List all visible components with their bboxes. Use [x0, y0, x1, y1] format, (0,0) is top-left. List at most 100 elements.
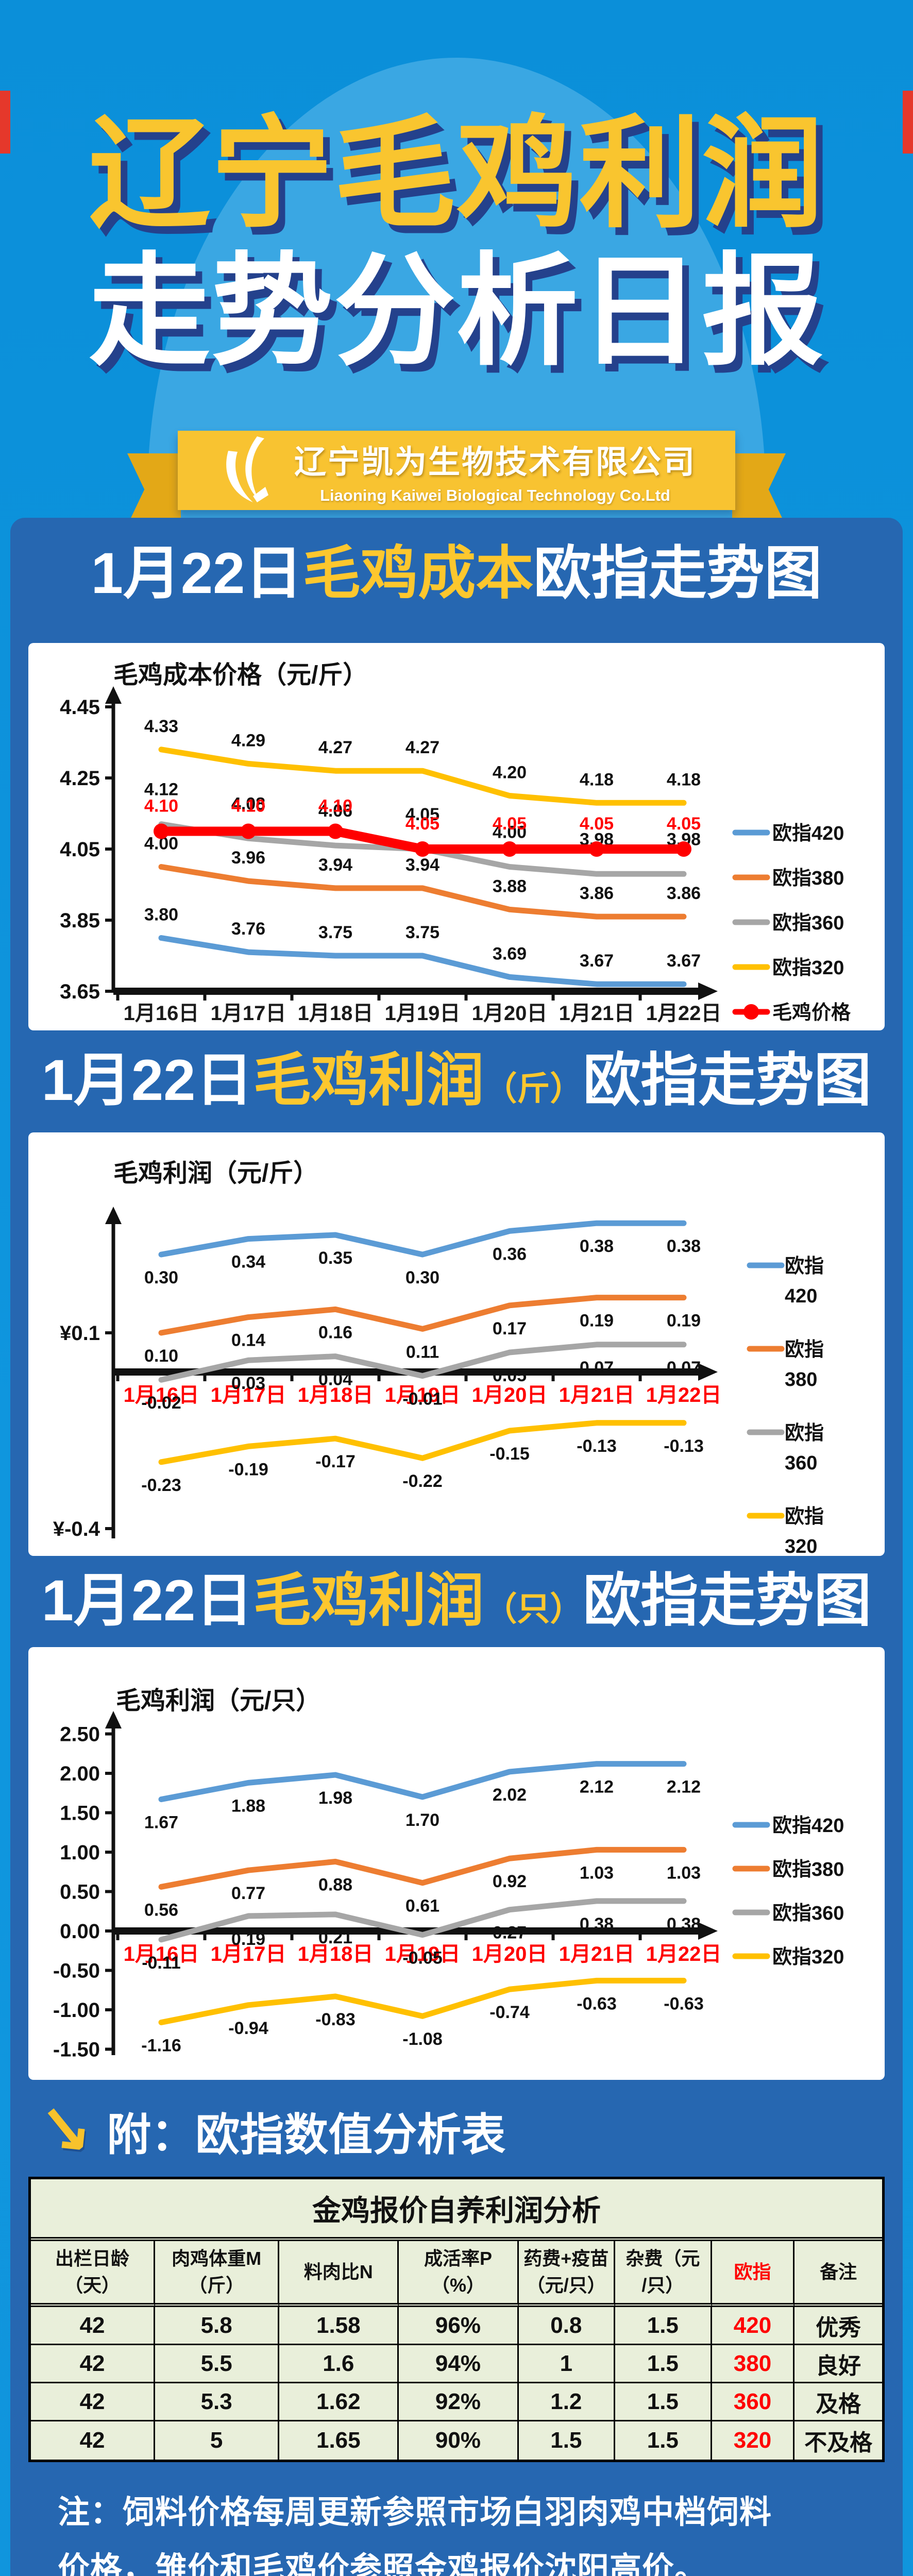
legend-label: 毛鸡价格: [772, 1002, 851, 1024]
point-label: 3.86: [580, 884, 614, 903]
table-cell: 1.5: [615, 2345, 712, 2384]
table-cell: 良好: [794, 2345, 882, 2384]
point-label: -0.05: [402, 1948, 443, 1968]
point-label: 0.61: [405, 1896, 439, 1916]
point-label: 0.19: [231, 1929, 265, 1949]
x-date-label: 1月21日: [559, 1002, 635, 1025]
table-cell: 1.5: [615, 2421, 712, 2460]
point-label: -0.01: [402, 1389, 443, 1409]
table-cell: 380: [712, 2345, 795, 2384]
cost-line-chart: 毛鸡成本价格（元/斤） 4.45 4.25 4.05 3.85 3.65 1月16日 1月17…: [60, 662, 851, 1025]
chart-title: 毛鸡利润（元/斤）: [113, 1160, 318, 1187]
legend-label: 320: [785, 1536, 817, 1556]
point-label: 4.27: [318, 738, 352, 757]
point-label: 1.03: [580, 1863, 614, 1883]
point-label: 0.30: [405, 1268, 439, 1287]
y-axis-arrow: [105, 1711, 122, 1728]
y-tick-label: ¥-0.4: [53, 1518, 100, 1540]
legend-label: 欧指360: [772, 912, 844, 934]
series-marker: [415, 841, 430, 857]
section-header-part: （斤）: [484, 1070, 583, 1107]
legend-label: 欧指380: [772, 1859, 844, 1880]
section-header-part: 欧指走势图: [583, 1048, 872, 1112]
point-label: 0.56: [144, 1900, 178, 1920]
point-label: 0.30: [144, 1268, 178, 1287]
point-label: 0.35: [318, 1248, 352, 1268]
profit-per-jin-chart-card: 毛鸡利润（元/斤） ¥0.1 ¥-0.4 1月16日 1月17日 1月18日 1月19日 1月…: [28, 1132, 885, 1556]
table-cell: 1.58: [279, 2307, 399, 2346]
table-cell: 42: [31, 2383, 156, 2422]
table-cell: 1.2: [518, 2383, 616, 2422]
point-label: 0.11: [406, 1342, 439, 1362]
table-cell: 优秀: [794, 2307, 882, 2346]
table-header-cell: 肉鸡体重M （斤）: [155, 2241, 280, 2308]
section-header-part: 毛鸡利润: [253, 1048, 484, 1112]
section-header-part: 毛鸡利润: [253, 1568, 484, 1633]
point-label: 0.14: [231, 1331, 265, 1350]
point-label: 1.98: [318, 1788, 352, 1808]
point-label: 3.80: [144, 905, 178, 925]
table-header-cell: 出栏日龄 （天）: [31, 2241, 156, 2308]
profit-per-jin-line-chart: 毛鸡利润（元/斤） ¥0.1 ¥-0.4 1月16日 1月17日 1月18日 1月19日 1月…: [53, 1160, 824, 1556]
point-label: 3.75: [318, 923, 352, 942]
point-label: -0.23: [141, 1476, 181, 1495]
series-marker: [154, 823, 169, 839]
legend-label: 欧指420: [772, 823, 844, 844]
point-label: 4.10: [144, 796, 178, 816]
y-tick-label: 0.50: [60, 1881, 100, 1904]
y-tick-label: 0.00: [60, 1920, 100, 1943]
table-cell: 1.5: [615, 2383, 712, 2422]
point-label: 3.94: [318, 855, 352, 875]
table-header-cell: 成活率P （%）: [399, 2241, 519, 2308]
analysis-section-header: ↘ 附：欧指数值分析表: [33, 2090, 505, 2170]
point-label: -0.74: [489, 2003, 530, 2022]
series-marker: [589, 841, 604, 857]
x-date-label: 1月17日: [211, 1384, 286, 1406]
section-header-cost-chart: 1月22日毛鸡成本欧指走势图: [0, 530, 913, 617]
table-cell: 320: [712, 2421, 795, 2460]
table-cell: 0.8: [518, 2307, 616, 2346]
x-axis-arrow: [698, 1922, 718, 1940]
legend-label: 欧指: [785, 1506, 824, 1528]
section-header-part: （只）: [484, 1590, 583, 1628]
point-label: 1.67: [144, 1812, 178, 1832]
point-label: -0.02: [141, 1393, 181, 1413]
point-label: -1.16: [141, 2036, 181, 2055]
table-cell: 1.5: [615, 2307, 712, 2346]
table-header-cell: 杂费（元 /只）: [615, 2241, 712, 2308]
point-label: 0.17: [493, 1319, 527, 1338]
x-date-label: 1月22日: [646, 1943, 722, 1965]
x-date-label: 1月22日: [646, 1384, 722, 1406]
point-label: 4.05: [405, 805, 439, 824]
legend-label: 欧指420: [772, 1815, 844, 1837]
point-label: 4.10: [318, 796, 352, 816]
point-label: 0.38: [580, 1236, 614, 1256]
legend-label: 欧指320: [772, 1946, 844, 1968]
series-line-欧指380: [158, 1295, 687, 1336]
y-tick-label: 2.00: [60, 1762, 100, 1785]
x-date-label: 1月16日: [124, 1002, 199, 1025]
company-logo-icon: [217, 435, 279, 506]
point-label: -0.11: [142, 1953, 181, 1973]
arrow-down-right-icon: ↘: [33, 2090, 96, 2170]
table-cell: 及格: [794, 2383, 882, 2422]
table-cell: 5.8: [155, 2307, 280, 2346]
section-header-part: 毛鸡成本: [302, 541, 534, 605]
table-cell: 5.5: [155, 2345, 280, 2384]
series-line-欧指360: [158, 1342, 687, 1383]
x-date-label: 1月18日: [298, 1002, 374, 1025]
y-tick-label: -0.50: [53, 1960, 100, 1982]
legend-label: 380: [785, 1369, 817, 1391]
x-date-label: 1月21日: [559, 1384, 635, 1406]
point-label: 3.94: [405, 855, 439, 875]
legend-label: 欧指: [785, 1339, 824, 1361]
table-header-cell: 药费+疫苗 （元/只）: [518, 2241, 616, 2308]
point-label: 4.05: [580, 814, 614, 834]
point-label: 4.12: [144, 780, 178, 800]
point-label: 4.33: [144, 717, 178, 736]
x-date-label: 1月18日: [298, 1943, 374, 1965]
legend-marker: [743, 1004, 759, 1020]
section-header-part: 1月22日: [91, 541, 303, 605]
y-tick-label: 1.00: [60, 1841, 100, 1864]
x-date-label: 1月22日: [646, 1002, 722, 1025]
